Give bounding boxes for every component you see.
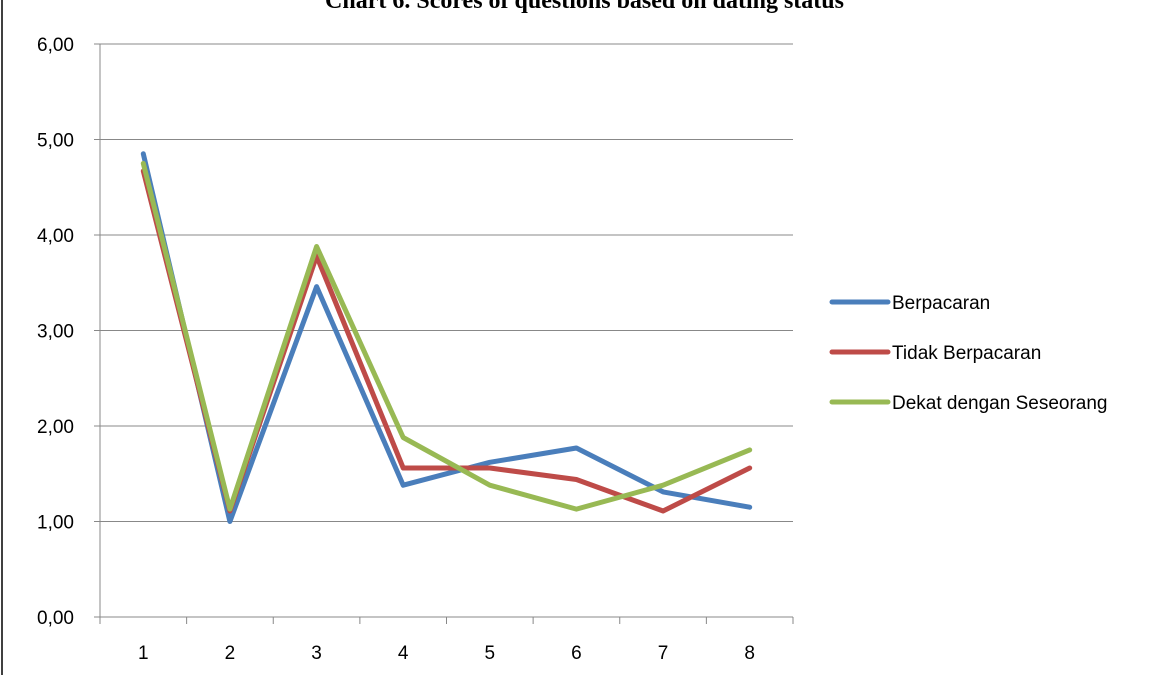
axes xyxy=(94,43,794,624)
x-axis-tick-labels: 1 2 3 4 5 6 7 8 xyxy=(138,643,755,664)
y-tick-label-3: 3,00 xyxy=(37,322,74,343)
y-tick-label-5: 5,00 xyxy=(37,131,74,152)
legend: Berpacaran Tidak Berpacaran Dekat dengan S… xyxy=(829,293,1108,414)
x-tick-label-3: 3 xyxy=(311,643,322,664)
y-tick-label-4: 4,00 xyxy=(37,226,74,247)
x-tick-label-4: 4 xyxy=(398,643,409,664)
y-tick-label-1: 1,00 xyxy=(37,513,74,534)
y-tick-label-2: 2,00 xyxy=(37,417,74,438)
chart-title: Chart 6. Scores of questions based on da… xyxy=(325,0,844,14)
x-tick-label-5: 5 xyxy=(485,643,496,664)
x-tick-label-6: 6 xyxy=(571,643,582,664)
series-line-2 xyxy=(140,160,753,512)
y-tick-label-6: 6,00 xyxy=(37,35,74,56)
legend-label-0: Berpacaran xyxy=(892,293,990,314)
x-tick-label-7: 7 xyxy=(658,643,669,664)
legend-label-2: Dekat dengan Seseorang xyxy=(892,393,1108,414)
x-tick-label-1: 1 xyxy=(138,643,149,664)
x-tick-label-8: 8 xyxy=(744,643,755,664)
series-lines xyxy=(140,151,753,524)
series-line-0 xyxy=(140,151,753,524)
legend-label-1: Tidak Berpacaran xyxy=(892,343,1041,364)
gridlines xyxy=(100,43,793,522)
y-axis-tick-labels: 0,00 1,00 2,00 3,00 4,00 5,00 6,00 xyxy=(37,35,74,629)
y-tick-label-0: 0,00 xyxy=(37,608,74,629)
x-tick-label-2: 2 xyxy=(225,643,236,664)
